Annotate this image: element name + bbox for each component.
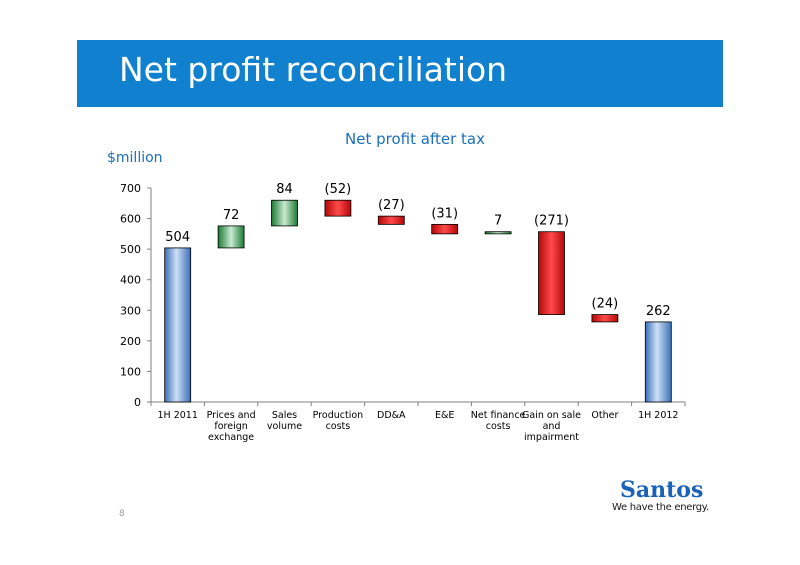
logo-name: Santos — [620, 477, 704, 503]
category-label-0: 1H 2011 — [158, 410, 198, 421]
category-label-2: Sales volume — [267, 410, 302, 432]
logo-tagline: We have the energy. — [612, 502, 709, 513]
santos-logo: Santos We have the energy. — [612, 478, 712, 514]
bar-3 — [324, 199, 352, 217]
category-label-9: 1H 2012 — [638, 410, 678, 421]
category-label-line: DD&A — [377, 410, 406, 421]
data-label-6: 7 — [494, 214, 502, 229]
data-label-0: 504 — [165, 230, 190, 245]
category-label-line: impairment — [524, 432, 579, 443]
page-title: Net profit reconciliation — [119, 50, 508, 89]
data-label-8: (24) — [592, 297, 619, 312]
chart-title: Net profit after tax — [345, 130, 485, 148]
category-label-line: 1H 2012 — [638, 410, 678, 421]
bar-1 — [217, 225, 245, 249]
data-label-2: 84 — [276, 182, 293, 197]
data-label-9: 262 — [646, 304, 671, 319]
y-tick-label: 500 — [120, 243, 141, 256]
category-label-line: exchange — [208, 432, 254, 443]
data-label-1: 72 — [223, 208, 240, 223]
category-label-5: E&E — [435, 410, 454, 421]
y-tick-label: 300 — [120, 304, 141, 317]
bar-4 — [377, 215, 405, 225]
category-label-line: Other — [591, 410, 618, 421]
category-label-8: Other — [591, 410, 618, 421]
y-tick-label: 400 — [120, 274, 141, 287]
category-label-line: foreign — [214, 421, 247, 432]
bar-7 — [538, 231, 565, 315]
category-label-line: costs — [326, 421, 351, 432]
category-label-3: Production costs — [313, 410, 364, 432]
bar-2 — [271, 199, 298, 227]
data-label-5: (31) — [431, 206, 458, 221]
category-label-line: Net finance — [471, 410, 526, 421]
bar-0 — [164, 247, 192, 403]
category-label-1: Prices and foreign exchange — [207, 410, 256, 443]
bar-5 — [431, 223, 459, 235]
y-axis-unit-label: $million — [107, 150, 163, 166]
category-label-4: DD&A — [377, 410, 406, 421]
category-label-line: costs — [486, 421, 511, 432]
axes: 0 100 200 300 400 500 600 700 1H 2011 Prices and f… — [120, 182, 686, 443]
bars — [164, 199, 672, 403]
title-banner: Net profit reconciliation — [77, 40, 723, 107]
data-label-3: (52) — [325, 182, 352, 197]
category-label-line: E&E — [435, 410, 454, 421]
category-label-line: Sales — [272, 410, 297, 421]
y-tick-label: 200 — [120, 335, 141, 348]
category-label-line: 1H 2011 — [158, 410, 198, 421]
page-number: 8 — [119, 509, 125, 519]
y-tick-label: 600 — [120, 213, 141, 226]
bar-9 — [644, 321, 672, 403]
y-tick-label: 100 — [120, 365, 141, 378]
y-tick-label: 0 — [134, 396, 141, 409]
category-label-line: Prices and — [207, 410, 256, 421]
category-label-6: Net finance costs — [471, 410, 526, 432]
category-label-7: Gain on sale and impairment — [522, 410, 581, 443]
bar-6 — [484, 231, 512, 235]
category-label-line: Gain on sale — [522, 410, 581, 421]
category-label-line: Production — [313, 410, 364, 421]
data-label-7: (271) — [534, 214, 569, 229]
category-label-line: volume — [267, 421, 302, 432]
bar-8 — [591, 314, 619, 323]
y-tick-label: 700 — [120, 182, 141, 195]
category-label-line: and — [543, 421, 561, 432]
data-labels: 504 72 84 (52) (27) (31) 7 (271) (24) 262 — [165, 182, 670, 319]
data-label-4: (27) — [378, 198, 405, 213]
